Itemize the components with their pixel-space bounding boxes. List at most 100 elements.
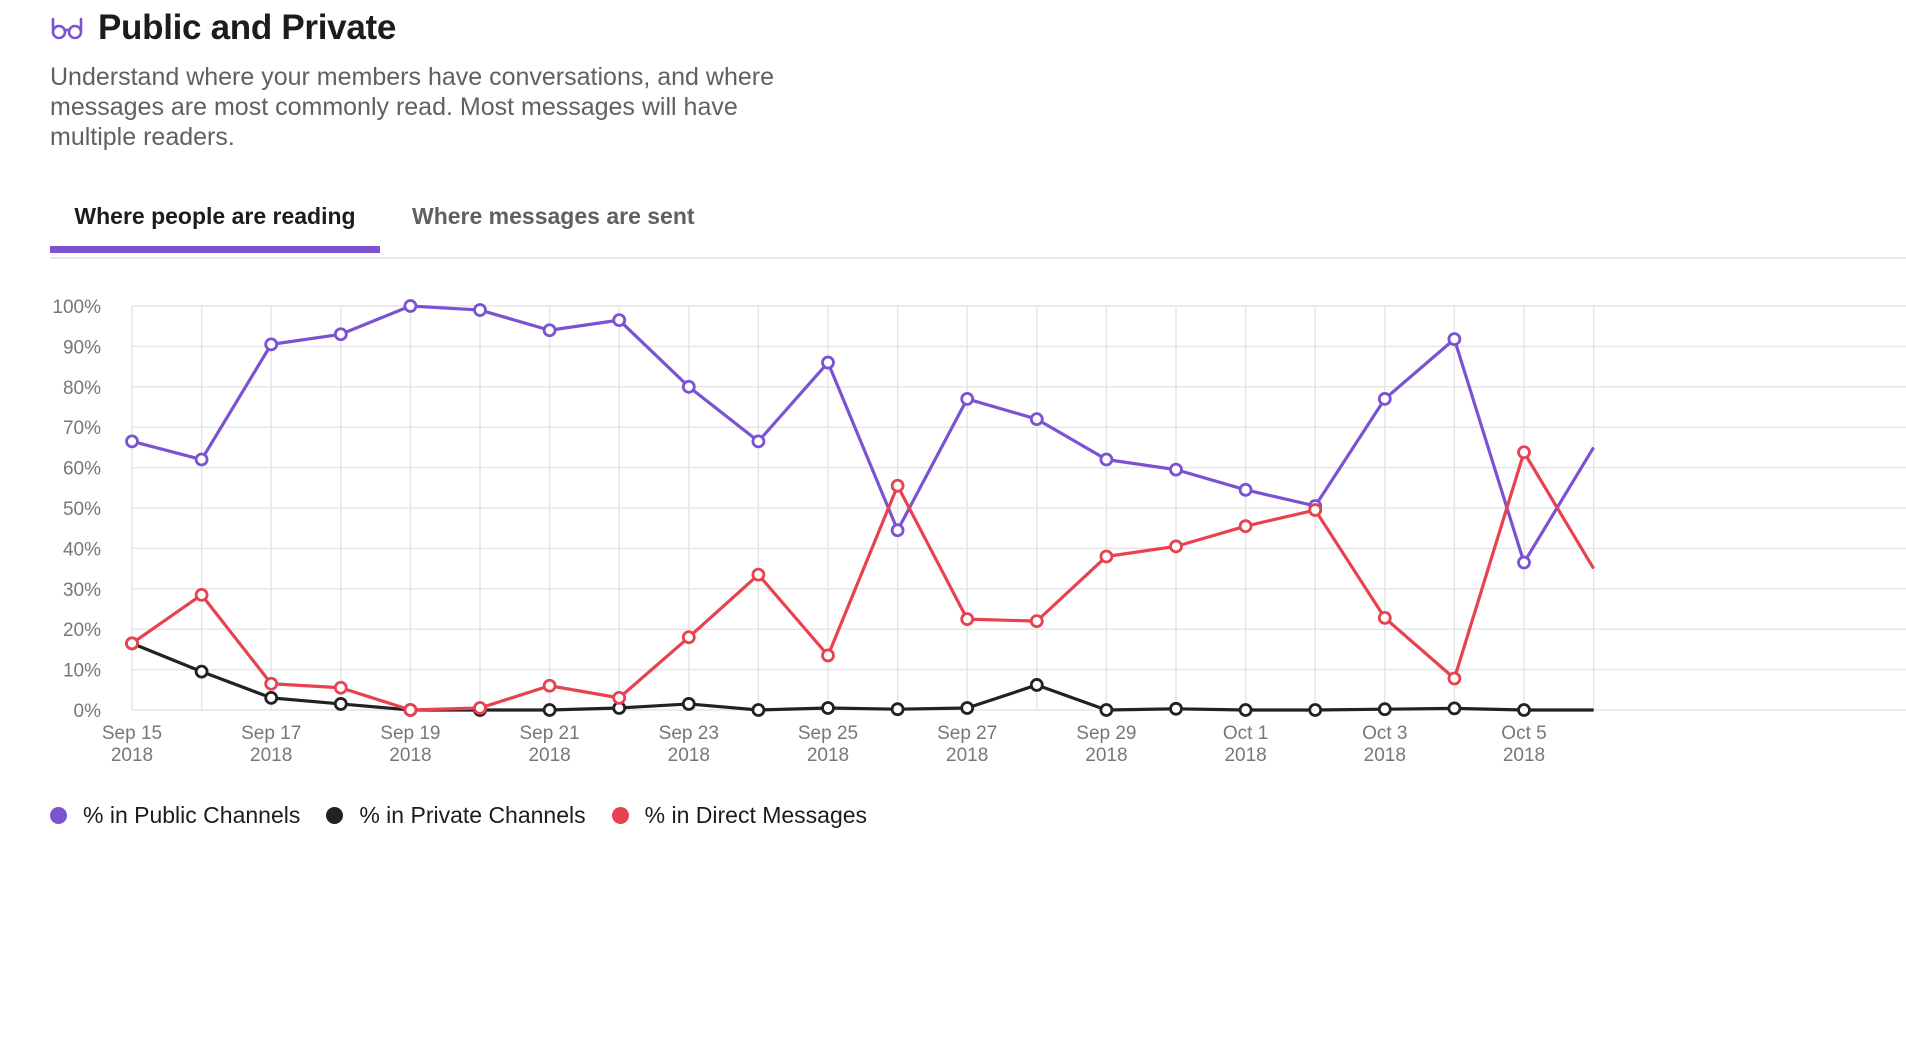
data-point-2 xyxy=(1099,549,1114,564)
data-point-1 xyxy=(1517,703,1531,717)
x-tick-label: Sep 15 xyxy=(102,723,162,744)
glasses-icon xyxy=(50,15,84,41)
data-point-1 xyxy=(1308,703,1323,717)
data-point-2 xyxy=(1447,671,1462,686)
chart-series xyxy=(125,299,1595,717)
data-point-0 xyxy=(960,392,975,406)
data-point-2 xyxy=(1517,445,1531,460)
data-point-1 xyxy=(890,702,905,717)
tab-where-people-are-reading[interactable]: Where people are reading xyxy=(50,195,380,253)
data-point-2 xyxy=(194,587,209,602)
data-point-0 xyxy=(1029,412,1044,427)
legend-item-direct[interactable]: % in Direct Messages xyxy=(611,802,868,829)
data-point-2 xyxy=(821,648,835,663)
data-point-0 xyxy=(125,434,139,449)
data-point-1 xyxy=(194,664,209,679)
data-point-1 xyxy=(542,703,557,717)
series-line-1 xyxy=(131,641,1594,712)
data-point-2 xyxy=(333,680,348,695)
data-point-1 xyxy=(1447,701,1462,716)
legend-item-private[interactable]: % in Private Channels xyxy=(326,802,586,829)
data-point-0 xyxy=(821,355,835,370)
x-tick-label: Sep 19 xyxy=(380,723,440,744)
x-tick-label-year: 2018 xyxy=(111,745,153,766)
x-tick-label-year: 2018 xyxy=(1085,745,1127,766)
x-tick-label-year: 2018 xyxy=(250,745,292,766)
data-point-0 xyxy=(1238,482,1253,497)
data-point-0 xyxy=(1377,392,1392,406)
y-tick-label: 40% xyxy=(63,539,101,560)
tab-bar: Where people are reading Where messages … xyxy=(50,195,1906,259)
chart-svg: 0% 10% 20% 30% 40% 50% 60% 70% 80% 90% 100% Sep 15… xyxy=(52,297,1906,766)
y-tick-label: 20% xyxy=(63,620,101,641)
legend-swatch-public xyxy=(50,807,67,824)
data-point-2 xyxy=(960,612,975,627)
section-description: Understand where your members have conve… xyxy=(50,63,774,151)
data-point-1 xyxy=(1169,701,1183,716)
x-tick-label-year: 2018 xyxy=(1503,745,1545,766)
data-point-2 xyxy=(1377,610,1392,625)
data-point-2 xyxy=(681,630,696,645)
x-tick-label: Oct 5 xyxy=(1501,723,1546,744)
data-point-1 xyxy=(1099,703,1114,717)
legend-label-direct: % in Direct Messages xyxy=(644,802,868,828)
x-tick-label: Sep 27 xyxy=(937,723,997,744)
data-point-0 xyxy=(1099,452,1114,467)
data-point-2 xyxy=(1029,614,1044,629)
data-point-1 xyxy=(1029,678,1044,692)
data-point-0 xyxy=(1447,332,1462,347)
data-point-2 xyxy=(473,701,487,715)
tab-where-messages-are-sent[interactable]: Where messages are sent xyxy=(412,203,695,229)
data-point-0 xyxy=(403,299,418,313)
data-point-1 xyxy=(1377,702,1392,717)
data-point-0 xyxy=(1517,555,1531,570)
data-point-2 xyxy=(403,703,418,717)
data-point-0 xyxy=(890,523,905,538)
data-point-1 xyxy=(751,703,766,717)
data-point-0 xyxy=(333,327,348,342)
legend-swatch-direct xyxy=(611,807,629,824)
data-point-2 xyxy=(751,567,766,582)
x-tick-label-year: 2018 xyxy=(528,745,570,766)
x-tick-label: Sep 25 xyxy=(798,723,858,744)
legend-swatch-private xyxy=(326,807,344,824)
data-point-0 xyxy=(194,452,209,467)
legend-item-public[interactable]: % in Public Channels xyxy=(50,802,300,829)
data-point-2 xyxy=(1169,539,1183,554)
x-tick-label: Sep 21 xyxy=(519,723,579,744)
y-tick-label: 50% xyxy=(63,499,101,520)
x-tick-label-year: 2018 xyxy=(1224,745,1266,766)
y-tick-label: 100% xyxy=(52,297,101,318)
line-chart: 0% 10% 20% 30% 40% 50% 60% 70% 80% 90% 100% Sep 15… xyxy=(0,270,1906,780)
x-tick-label-year: 2018 xyxy=(807,745,849,766)
y-tick-label: 90% xyxy=(63,337,101,358)
x-tick-label: Sep 23 xyxy=(659,723,719,744)
x-tick-label: Sep 17 xyxy=(241,723,301,744)
data-point-0 xyxy=(612,313,627,328)
data-point-0 xyxy=(473,303,487,317)
data-point-1 xyxy=(1238,703,1253,717)
data-point-0 xyxy=(1169,462,1183,477)
y-tick-label: 80% xyxy=(63,378,101,399)
x-tick-label: Oct 3 xyxy=(1362,723,1407,744)
data-point-1 xyxy=(264,690,279,705)
y-tick-label: 70% xyxy=(63,418,101,439)
data-point-0 xyxy=(264,337,279,352)
data-point-2 xyxy=(1308,503,1323,517)
data-point-2 xyxy=(890,478,905,493)
data-point-1 xyxy=(821,701,835,715)
legend-label-private: % in Private Channels xyxy=(359,802,586,828)
y-tick-label: 60% xyxy=(63,459,101,480)
data-point-0 xyxy=(681,379,696,394)
data-point-0 xyxy=(542,323,557,338)
x-tick-label: Oct 1 xyxy=(1223,723,1268,744)
series-line-0 xyxy=(131,304,1595,565)
y-tick-label: 30% xyxy=(63,580,101,601)
y-tick-label: 0% xyxy=(74,701,102,722)
data-point-1 xyxy=(333,697,348,711)
series-line-2 xyxy=(131,450,1595,712)
section-header: Public and Private xyxy=(50,8,396,48)
legend-label-public: % in Public Channels xyxy=(83,802,301,828)
data-point-0 xyxy=(751,434,766,449)
data-point-1 xyxy=(960,701,975,715)
